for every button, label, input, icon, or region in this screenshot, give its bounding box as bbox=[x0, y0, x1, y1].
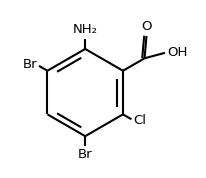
Text: Cl: Cl bbox=[133, 114, 146, 127]
Text: Br: Br bbox=[78, 148, 92, 161]
Text: O: O bbox=[141, 20, 152, 33]
Text: Br: Br bbox=[23, 58, 37, 72]
Text: NH₂: NH₂ bbox=[73, 23, 98, 36]
Text: OH: OH bbox=[167, 46, 187, 59]
